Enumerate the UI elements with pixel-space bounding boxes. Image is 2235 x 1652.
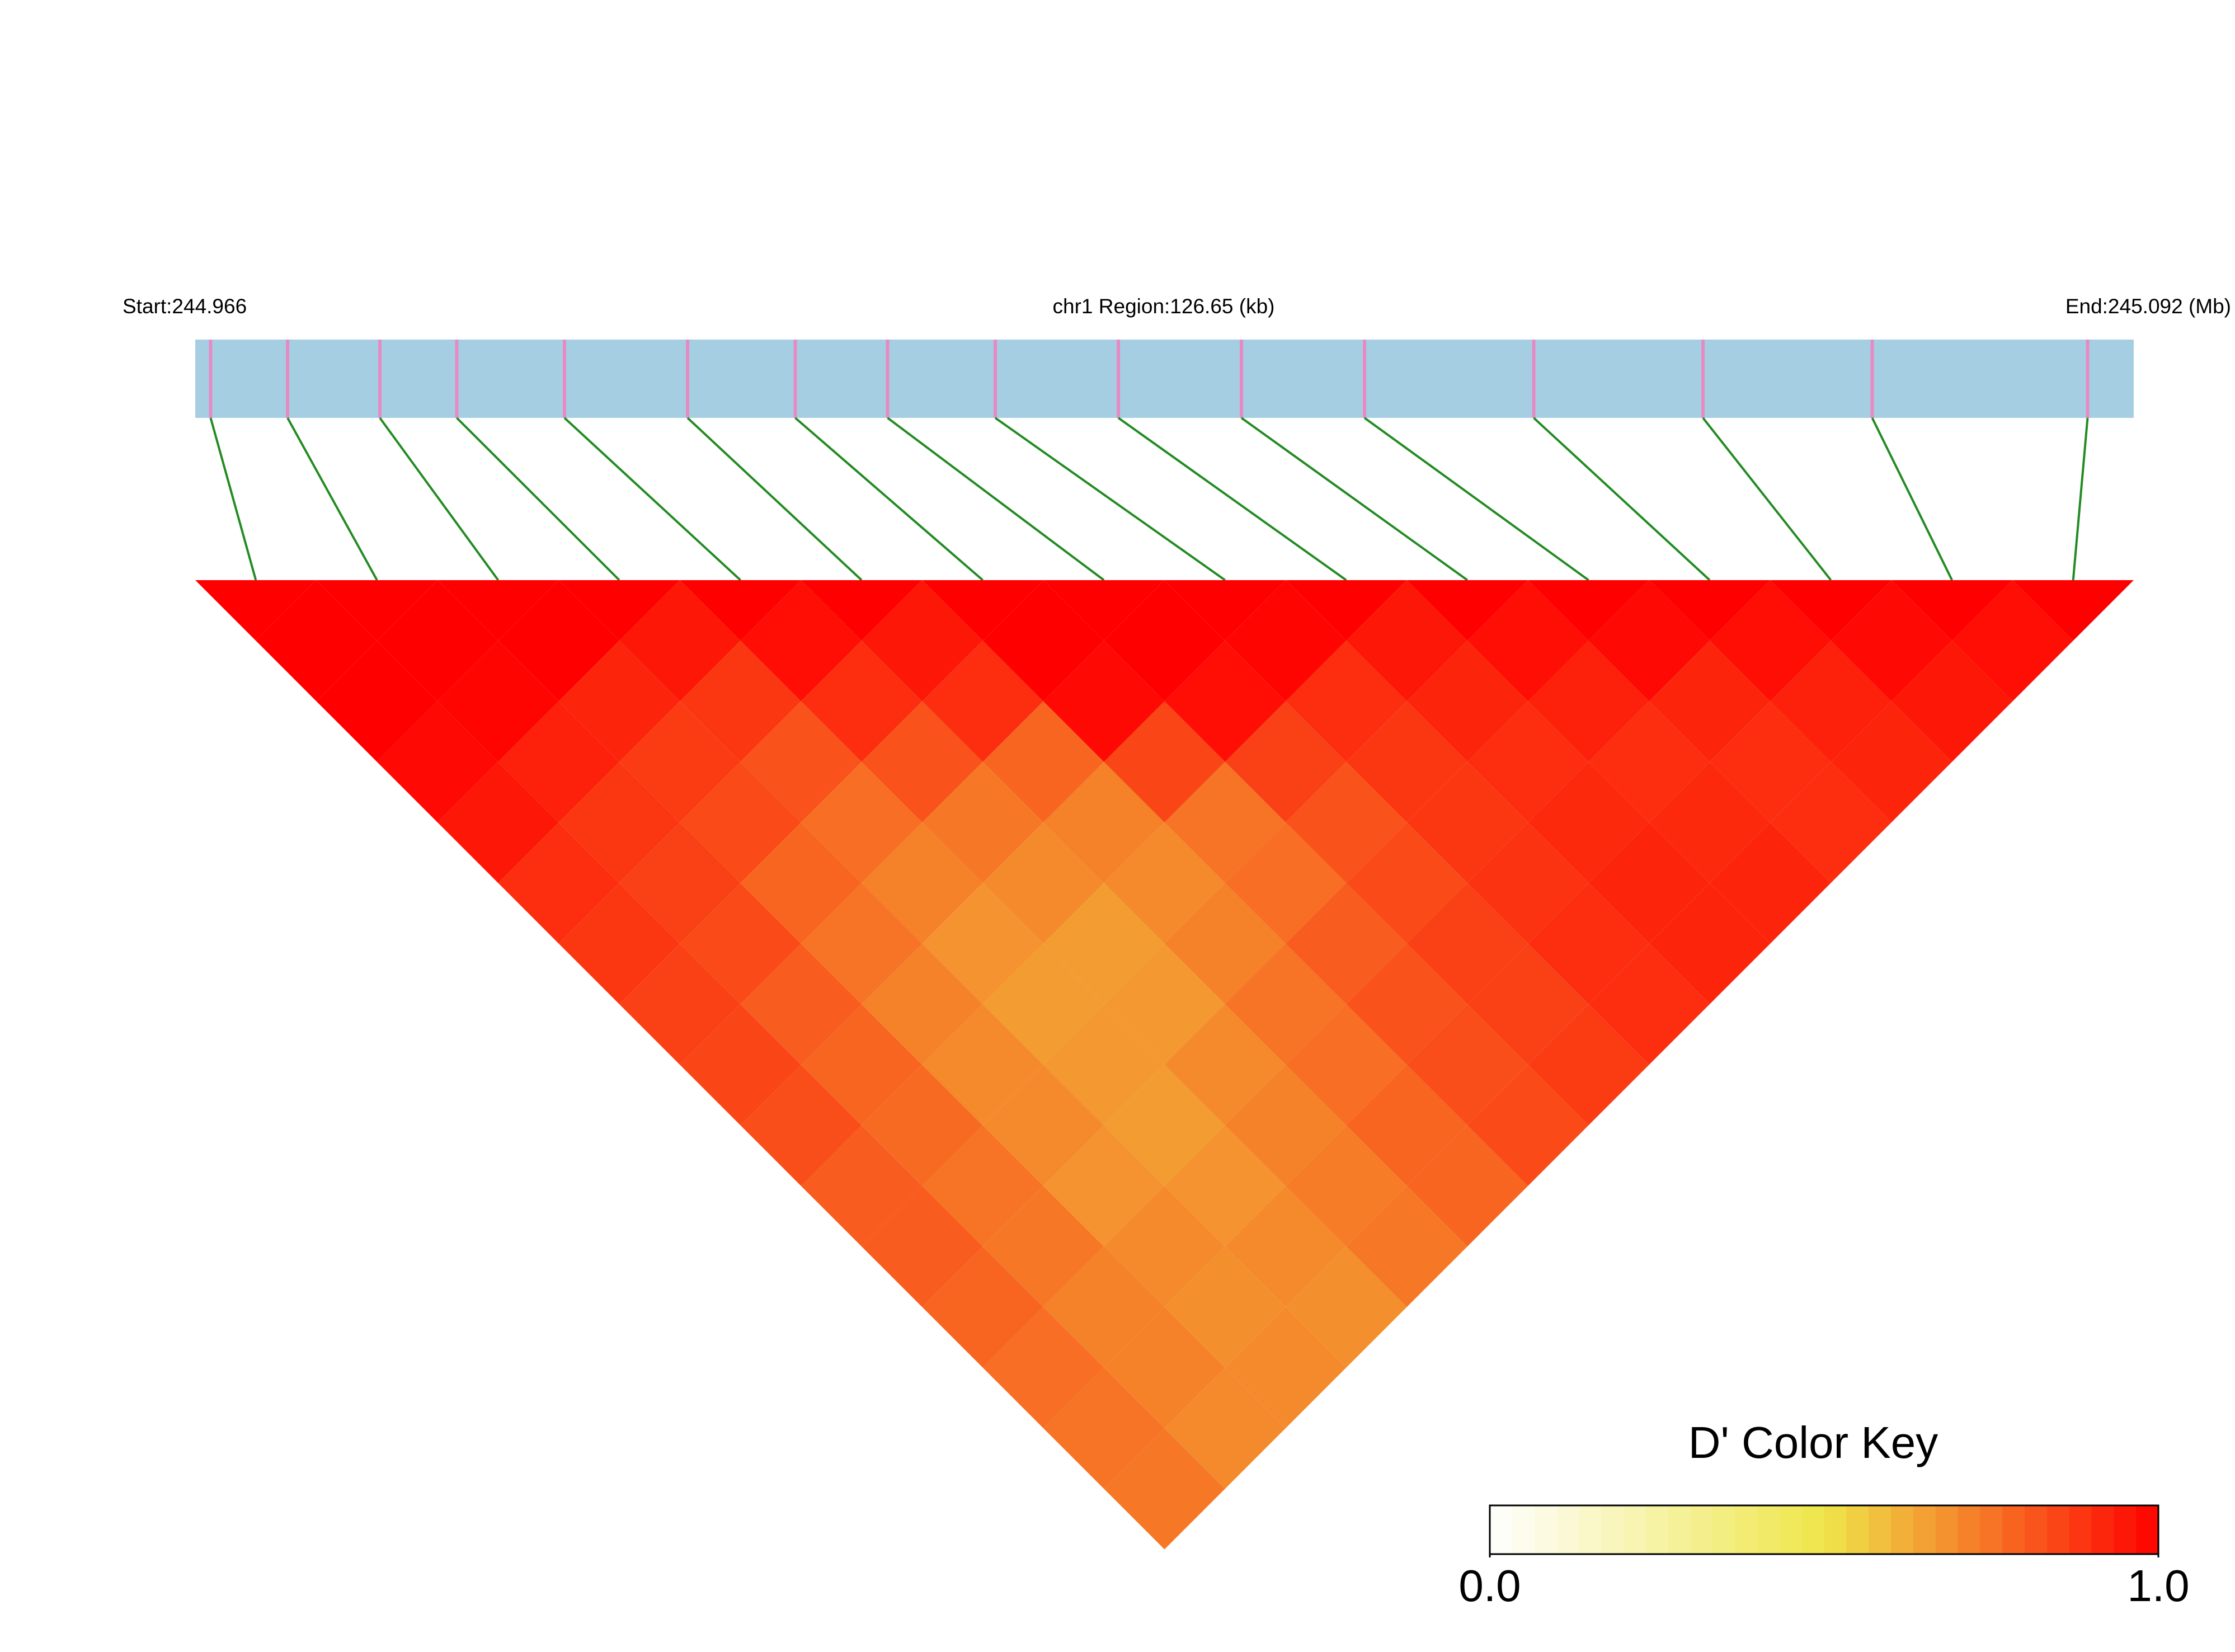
- snp-connector: [563, 417, 741, 581]
- colorbar-step: [1512, 1505, 1535, 1554]
- snp-connector: [1533, 417, 1711, 581]
- ld-diagonal: [316, 580, 438, 641]
- colorbar-step: [1824, 1505, 1847, 1554]
- start-label: Start:244.966: [123, 295, 247, 318]
- ld-diagonal: [680, 580, 801, 641]
- colorbar-step: [2091, 1505, 2114, 1554]
- colorbar-step: [2136, 1505, 2159, 1554]
- snp-connector: [794, 417, 984, 581]
- colorbar-step: [1601, 1505, 1624, 1554]
- ld-diagonal: [195, 580, 317, 641]
- ld-diagonal: [558, 580, 680, 641]
- ld-diagonal: [922, 580, 1043, 641]
- colorbar-step: [1980, 1505, 2003, 1554]
- colorbar-step: [2046, 1505, 2070, 1554]
- ld-diagonal: [437, 580, 559, 641]
- colorbar-step: [1935, 1505, 1958, 1554]
- colorbar-step: [1556, 1505, 1579, 1554]
- colorbar-step: [1913, 1505, 1936, 1554]
- colorbar-step: [2002, 1505, 2025, 1554]
- colorbar-step: [1668, 1505, 1691, 1554]
- snp-connector: [1117, 417, 1347, 581]
- colorbar-step: [1690, 1505, 1713, 1554]
- ld-diagonal: [1043, 580, 1165, 641]
- colorbar-step: [1579, 1505, 1602, 1554]
- snp-connector: [209, 417, 257, 581]
- ld-diagonal: [1406, 580, 1528, 641]
- colorbar-tick-label: 1.0: [2127, 1561, 2189, 1611]
- ld-diagonal: [1891, 580, 2013, 641]
- snp-connector: [286, 417, 378, 581]
- ld-diagonal: [1286, 580, 1407, 641]
- colorbar-step: [1757, 1505, 1780, 1554]
- colorbar-tick-label: 0.0: [1458, 1561, 1521, 1611]
- snp-connector: [887, 417, 1105, 581]
- snp-connector: [686, 417, 863, 581]
- ld-diagonal: [1649, 580, 1771, 641]
- ld-diagonal: [2012, 580, 2134, 641]
- ld-diagonal: [1528, 580, 1649, 641]
- colorbar-step: [1624, 1505, 1646, 1554]
- colorbar-title: D' Color Key: [1688, 1418, 1938, 1467]
- snp-connector: [994, 417, 1226, 581]
- snp-connector: [2072, 417, 2089, 581]
- colorbar-step: [1958, 1505, 1980, 1554]
- snp-track: [195, 340, 2134, 418]
- colorbar-step: [1534, 1505, 1557, 1554]
- colorbar-step: [1490, 1505, 1513, 1554]
- ld-diagonal: [1164, 580, 1286, 641]
- region-label: chr1 Region:126.65 (kb): [1053, 295, 1275, 318]
- colorbar-step: [2025, 1505, 2048, 1554]
- colorbar-step: [2114, 1505, 2137, 1554]
- snp-connector: [379, 417, 500, 581]
- ld-diagonal: [801, 580, 923, 641]
- ld-diagonal: [1770, 580, 1891, 641]
- colorbar-step: [1735, 1505, 1758, 1554]
- snp-connector: [456, 417, 620, 581]
- snp-connector: [1702, 417, 1832, 581]
- colorbar-step: [2069, 1505, 2092, 1554]
- colorbar-step: [1712, 1505, 1735, 1554]
- colorbar-step: [1801, 1505, 1824, 1554]
- colorbar-step: [1891, 1505, 1914, 1554]
- snp-connector: [1871, 417, 1953, 581]
- colorbar-step: [1869, 1505, 1891, 1554]
- snp-connector: [1240, 417, 1469, 581]
- colorbar-frame: [1489, 1504, 2159, 1555]
- end-label: End:245.092 (Mb): [2065, 295, 2231, 318]
- snp-connector: [1363, 417, 1589, 581]
- colorbar-step: [1779, 1505, 1803, 1554]
- colorbar-step: [1846, 1505, 1869, 1554]
- colorbar-step: [1645, 1505, 1669, 1554]
